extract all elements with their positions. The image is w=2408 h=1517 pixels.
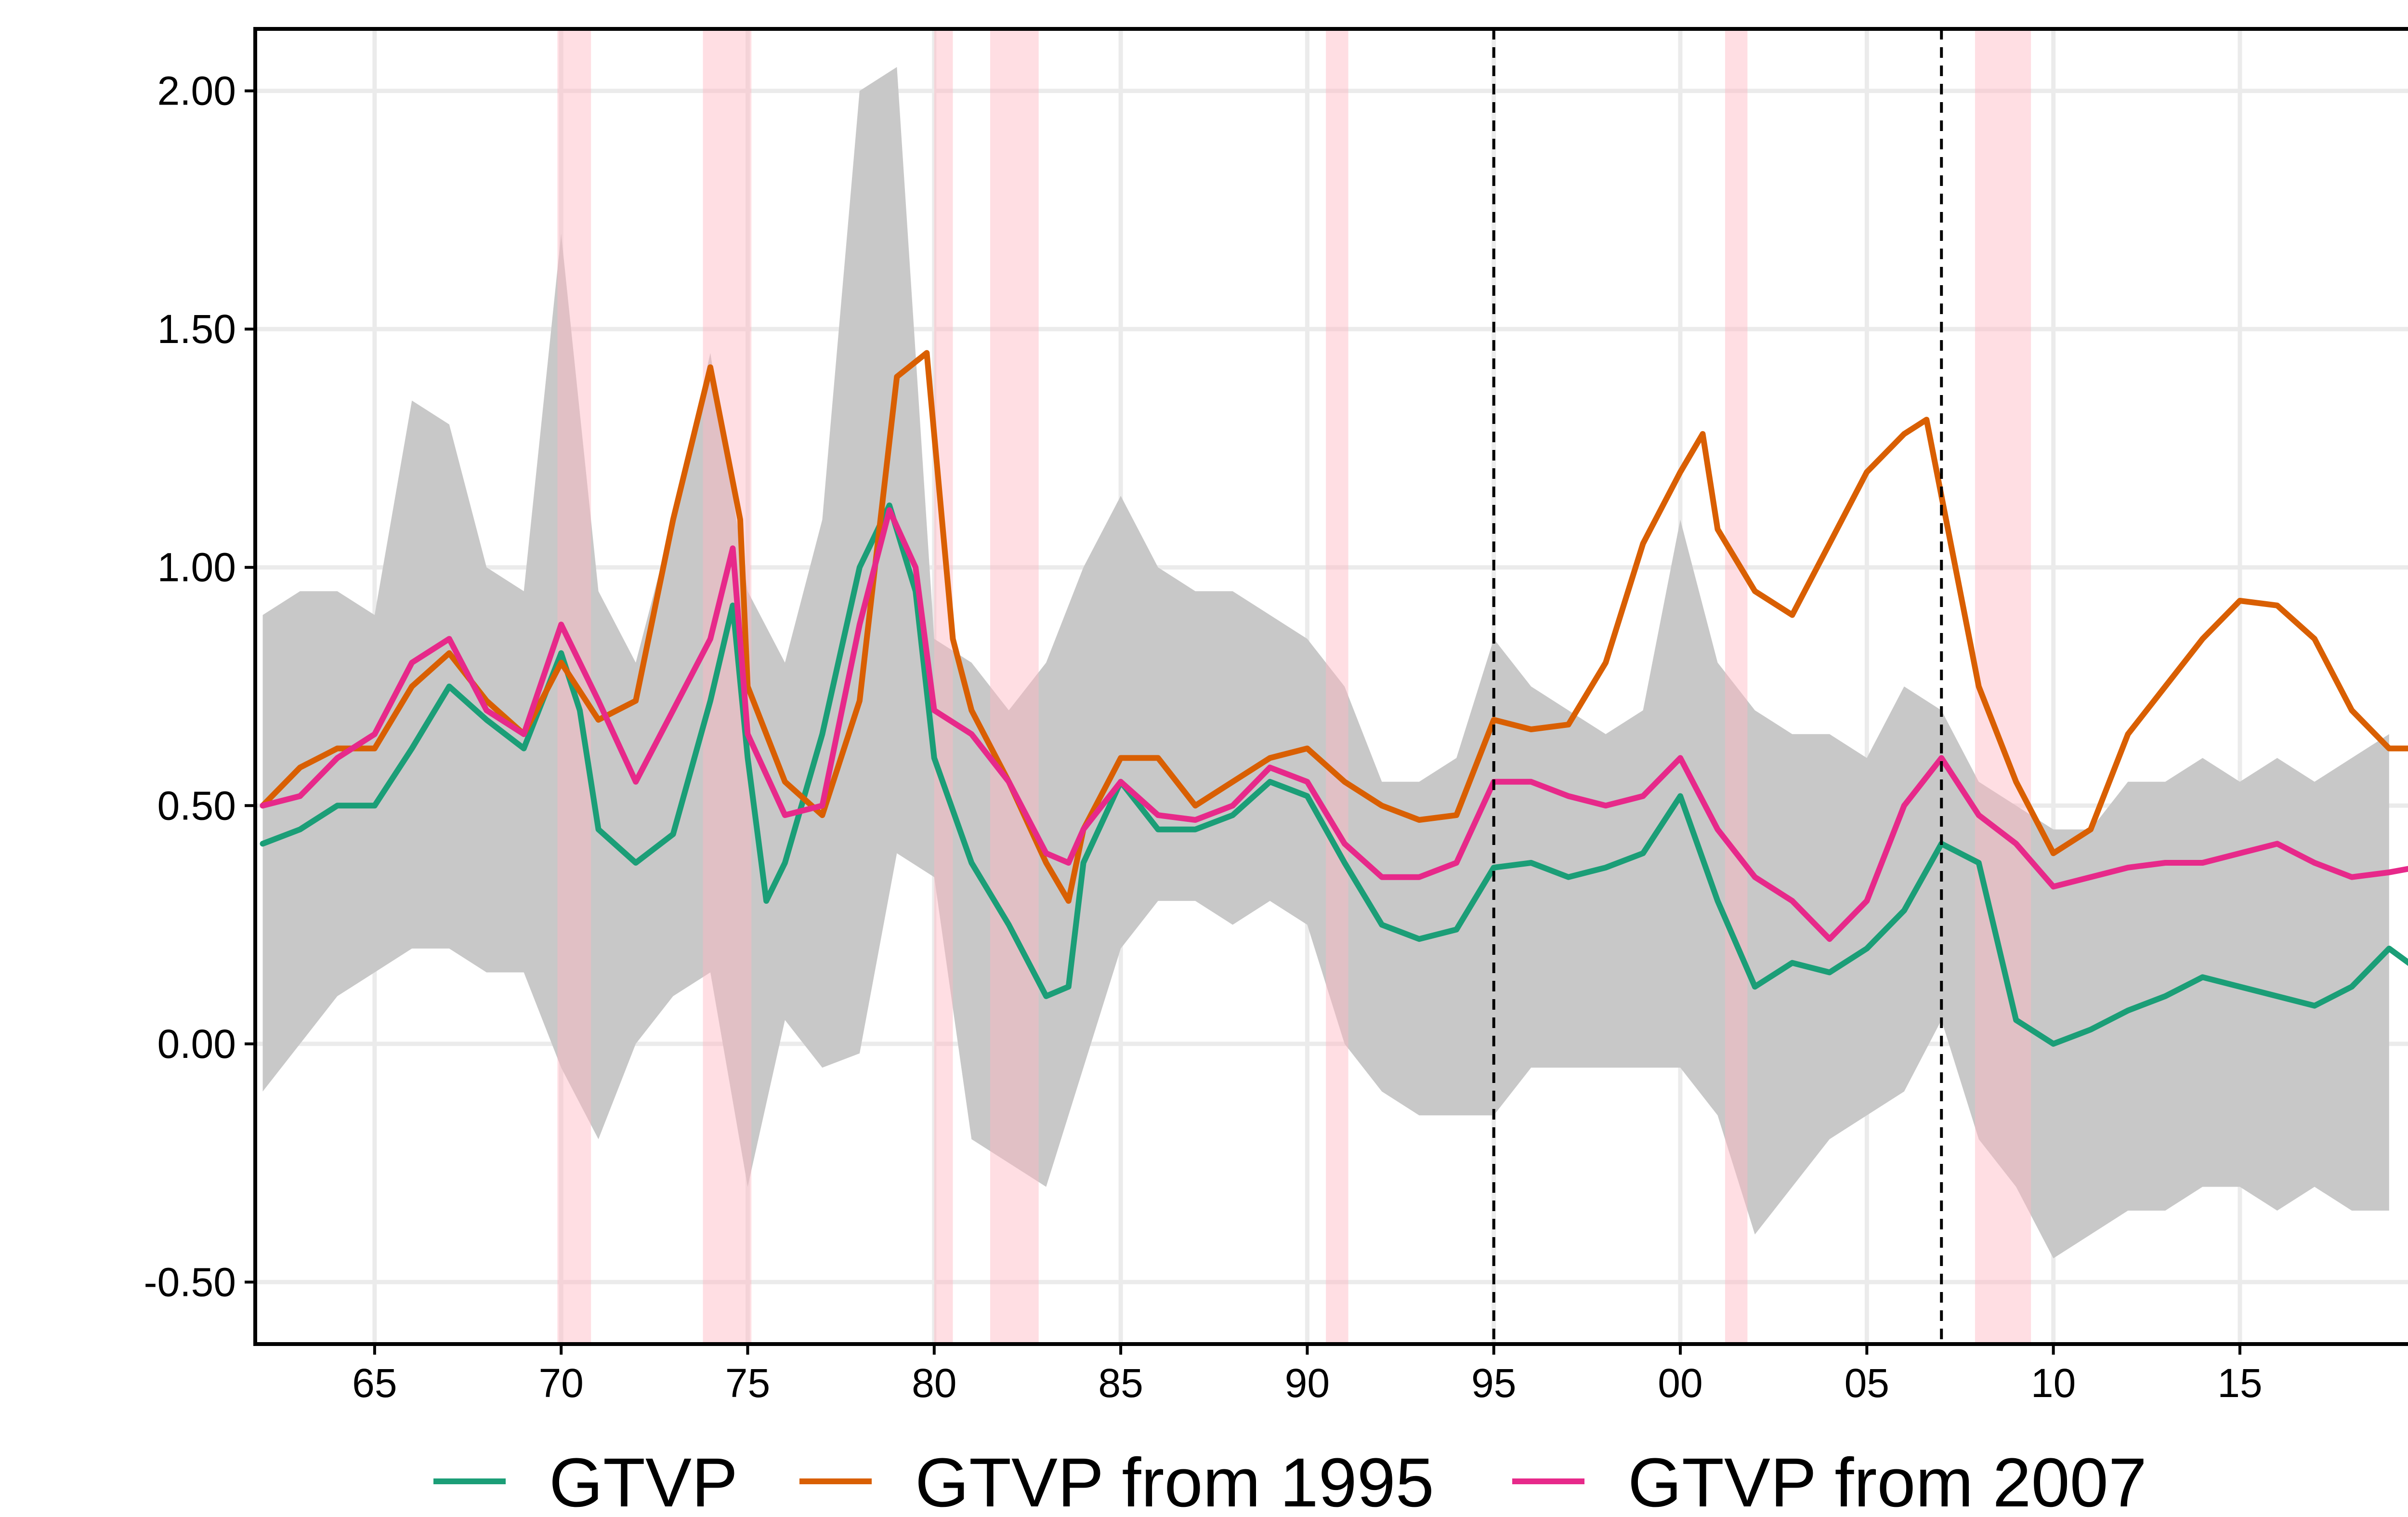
x-tick-label: 80 — [912, 1360, 956, 1406]
y-tick-label: 2.00 — [157, 68, 236, 114]
legend-label: GTVP — [549, 1444, 738, 1517]
legend-label: GTVP from 2007 — [1628, 1444, 2147, 1517]
legend-label: GTVP from 1995 — [915, 1444, 1434, 1517]
recession-shading — [1975, 29, 2031, 1344]
series-line — [260, 507, 2408, 942]
x-tick-label: 00 — [1658, 1360, 1702, 1406]
x-tick-label: 05 — [1845, 1360, 1889, 1406]
x-tick-label: 75 — [725, 1360, 770, 1406]
x-tick-label: 85 — [1098, 1360, 1143, 1406]
confidence-band — [262, 67, 2389, 1258]
recession-shading — [934, 29, 953, 1344]
y-tick-label: 1.00 — [157, 545, 236, 590]
x-tick-label: 10 — [2031, 1360, 2076, 1406]
y-tick-label: 0.00 — [157, 1021, 236, 1067]
series-line — [260, 502, 2408, 1047]
recession-shading — [1326, 29, 1348, 1344]
x-tick-label: 65 — [352, 1360, 397, 1406]
series-line — [260, 350, 2408, 904]
recession-shading — [1725, 29, 1748, 1344]
x-tick-label: 95 — [1471, 1360, 1516, 1406]
y-tick-label: -0.50 — [144, 1259, 236, 1305]
recession-shading — [990, 29, 1039, 1344]
x-tick-label: 70 — [538, 1360, 583, 1406]
y-tick-label: 1.50 — [157, 306, 236, 352]
x-tick-label: 90 — [1285, 1360, 1330, 1406]
x-tick-label: 15 — [2217, 1360, 2262, 1406]
plot-frame — [253, 27, 2408, 1346]
y-tick-label: 0.50 — [157, 783, 236, 828]
